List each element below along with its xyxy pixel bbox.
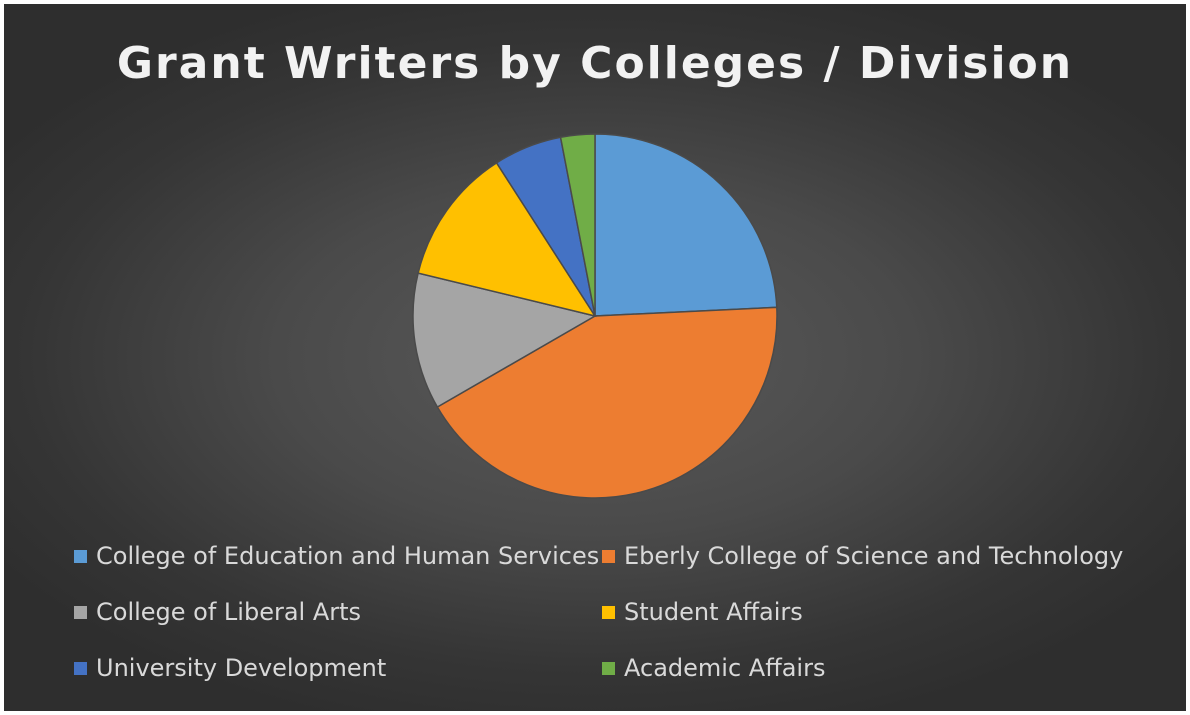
legend-item-university-development: University Development	[74, 654, 386, 682]
pie-chart	[412, 133, 778, 499]
pie-slice-college-of-liberal-arts	[412, 272, 597, 409]
legend-item-student-affairs: Student Affairs	[602, 598, 803, 626]
pie-slice-academic-affairs	[559, 133, 596, 317]
pie-slice-eberly-college-of-science-and-technology	[436, 306, 778, 499]
legend-swatch-icon	[74, 605, 87, 619]
legend-label: Student Affairs	[624, 598, 803, 626]
legend-item-college-of-education-and-human-services: College of Education and Human Services	[74, 542, 599, 570]
pie-slice-college-of-education-and-human-services	[594, 133, 778, 317]
legend-label: Eberly College of Science and Technology	[624, 542, 1124, 570]
chart-area: Grant Writers by Colleges / Division Col…	[4, 4, 1186, 711]
legend-swatch-icon	[74, 661, 87, 675]
chart-title: Grant Writers by Colleges / Division	[116, 38, 1074, 89]
legend-item-eberly-college-of-science-and-technology: Eberly College of Science and Technology	[602, 542, 1123, 570]
legend-swatch-icon	[602, 661, 615, 675]
legend-swatch-icon	[602, 549, 615, 563]
legend-label: Academic Affairs	[624, 654, 826, 682]
legend-swatch-icon	[602, 605, 615, 619]
legend-label: University Development	[96, 654, 387, 682]
legend-label: College of Liberal Arts	[96, 598, 362, 626]
legend-item-academic-affairs: Academic Affairs	[602, 654, 825, 682]
pie-slice-student-affairs	[417, 161, 597, 318]
legend-label: College of Education and Human Services	[96, 542, 600, 570]
legend-swatch-icon	[74, 549, 87, 563]
legend-item-college-of-liberal-arts: College of Liberal Arts	[74, 598, 361, 626]
